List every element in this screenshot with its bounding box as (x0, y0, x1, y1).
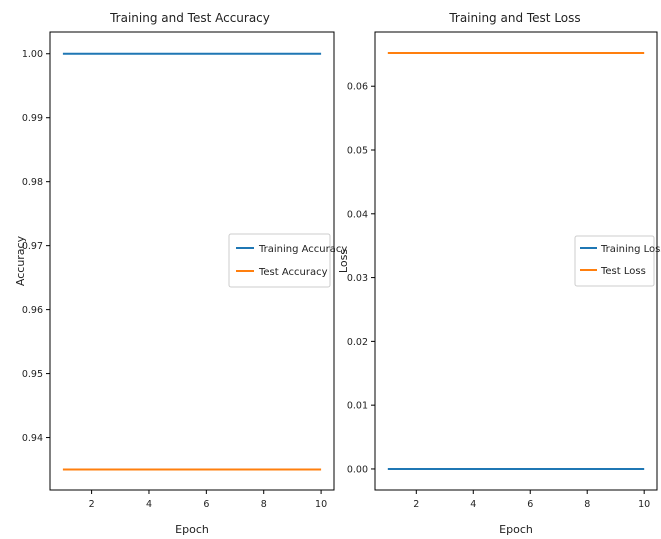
loss-y-tick-label: 0.06 (347, 82, 368, 93)
loss-legend-label-test: Test Loss (600, 266, 646, 277)
accuracy-chart-title: Training and Test Accuracy (109, 11, 270, 25)
accuracy-y-tick-label: 0.94 (22, 433, 43, 444)
accuracy-x-tick-label: 6 (203, 499, 209, 510)
accuracy-legend-label-training: Training Accuracy (258, 244, 347, 255)
loss-y-tick-label: 0.02 (347, 337, 368, 348)
accuracy-x-tick-label: 4 (146, 499, 152, 510)
loss-x-ticks: 2 4 6 8 10 (413, 490, 650, 510)
loss-x-tick-label: 10 (638, 499, 650, 510)
accuracy-x-tick-label: 10 (315, 499, 327, 510)
accuracy-legend-box (228, 233, 331, 288)
accuracy-chart-panel: Training and Test Accuracy 2 4 6 8 10 0.940.… (14, 11, 347, 536)
loss-x-axis-label: Epoch (499, 523, 533, 536)
accuracy-y-axis-label: Accuracy (14, 235, 27, 286)
accuracy-y-tick-label: 0.99 (22, 113, 43, 124)
loss-chart-panel: Training and Test Loss 2 4 6 8 10 0.000.010.… (337, 11, 661, 536)
accuracy-y-tick-label: 0.96 (22, 305, 43, 316)
loss-y-tick-label: 0.03 (347, 273, 368, 284)
accuracy-x-axis-label: Epoch (175, 523, 209, 536)
accuracy-plot-frame (49, 31, 335, 491)
loss-series-lines (387, 52, 645, 470)
accuracy-x-tick-label: 8 (261, 499, 267, 510)
loss-x-tick-label: 8 (584, 499, 590, 510)
loss-y-tick-label: 0.00 (347, 464, 368, 475)
loss-y-ticks: 0.00 0.01 0.02 0.03 0.04 0.05 0.06 (347, 82, 375, 475)
loss-x-tick-label: 2 (413, 499, 419, 510)
accuracy-y-ticks: 0.94 0.95 0.96 0.97 0.98 0.99 1.00 (22, 49, 50, 444)
loss-plot-frame (374, 31, 658, 491)
loss-y-tick-label: 0.04 (347, 209, 368, 220)
accuracy-legend-label-test: Test Accuracy (258, 267, 328, 278)
loss-legend: Training Loss Test Loss (574, 235, 661, 287)
accuracy-x-tick-label: 2 (89, 499, 95, 510)
loss-x-tick-label: 6 (527, 499, 533, 510)
loss-y-tick-label: 0.05 (347, 146, 368, 157)
accuracy-y-tick-label: 0.97 (22, 241, 43, 252)
loss-y-tick-label: 0.01 (347, 401, 368, 412)
loss-chart-title: Training and Test Loss (448, 11, 580, 25)
loss-legend-label-training: Training Loss (600, 244, 661, 255)
accuracy-y-tick-label: 0.98 (22, 177, 43, 188)
accuracy-y-tick-label: 1.00 (22, 49, 43, 60)
accuracy-series-lines (62, 52, 322, 471)
loss-y-axis-label: Loss (337, 249, 350, 273)
accuracy-y-tick-label: 0.95 (22, 369, 43, 380)
accuracy-x-ticks: 2 4 6 8 10 (89, 490, 327, 510)
loss-x-tick-label: 4 (470, 499, 476, 510)
accuracy-legend: Training Accuracy Test Accuracy (228, 233, 347, 288)
